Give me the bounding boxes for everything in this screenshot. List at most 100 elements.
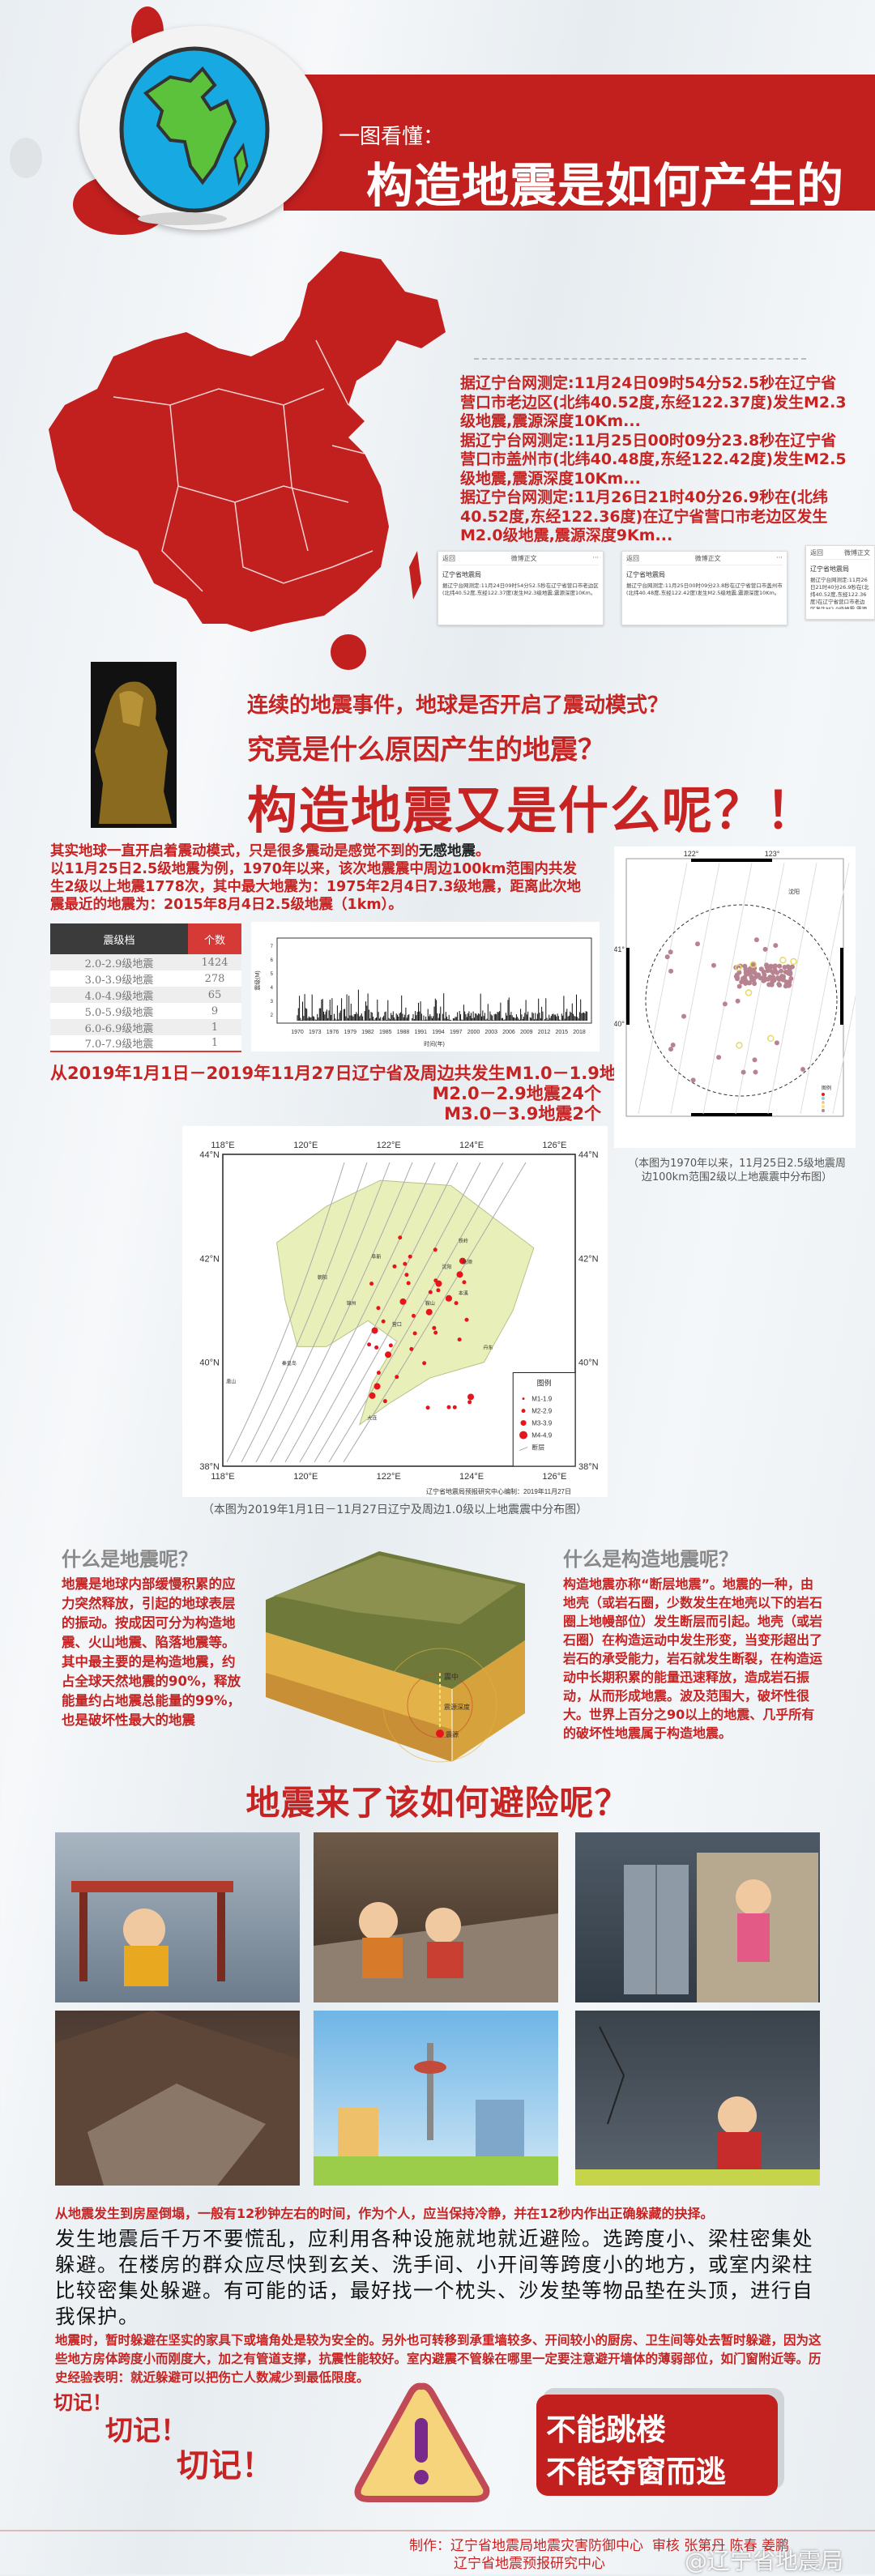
quake-dot — [412, 1313, 416, 1318]
quake-dot — [385, 1351, 392, 1358]
y-tick-label: 40°N — [578, 1358, 599, 1368]
legend-swatch — [519, 1447, 528, 1452]
y-tick-label: 38°N — [578, 1462, 599, 1472]
scale-bar — [840, 948, 843, 1025]
cartoon-crouch-wall — [575, 2011, 820, 2186]
count-cell: 65 — [188, 987, 241, 1003]
x-tick-label: 122° — [684, 850, 699, 858]
fault-line — [255, 1162, 391, 1463]
y-tick-label: 38°N — [199, 1462, 220, 1472]
city-label: 沈阳 — [788, 888, 800, 895]
weibo-card[interactable]: 返回 微博正文 ··· 辽宁省地震局 据辽宁台网测定:11月24日09时54分52.… — [438, 551, 604, 625]
more-icon[interactable]: ··· — [776, 554, 783, 561]
quake-dot — [735, 976, 741, 982]
x-tick-label: 1997 — [450, 1030, 463, 1035]
table-row: 6.0-6.9级地震 1 — [50, 1019, 241, 1035]
legend-label: M4-4.9 — [531, 1432, 552, 1439]
weibo-post: 据辽宁台网测定:11月26日21时40分26.9秒在(北纬40.52度,东经12… — [810, 577, 869, 609]
x-tick-label: 2009 — [520, 1030, 533, 1035]
quake-dot — [716, 1055, 722, 1060]
remember-1: 切记！ — [53, 2391, 112, 2414]
quake-dot — [783, 969, 788, 975]
quake-dot — [748, 970, 753, 976]
city-label: 秦皇岛 — [282, 1360, 297, 1367]
account-name[interactable]: 辽宁省地震局 — [626, 571, 665, 578]
focus-label: 震源 — [446, 1731, 459, 1738]
table-row: 5.0-5.9级地震 9 — [50, 1003, 241, 1019]
table-row: 3.0-3.9级地震 278 — [50, 970, 241, 987]
quake-dot — [784, 982, 790, 987]
quake-dot — [433, 1247, 438, 1252]
scale-bar — [691, 1113, 772, 1116]
account-name[interactable]: 辽宁省地震局 — [442, 571, 481, 578]
y-tick-label: 42°N — [199, 1254, 220, 1264]
footer-authors: 审核 张第丹 陈春 姜鹏 — [651, 2538, 790, 2554]
x-tick-label: 122°E — [377, 1141, 401, 1150]
legend-label: M1-1.9 — [531, 1396, 552, 1403]
quake-report: 据辽宁台网测定:11月24日09时54分52.5秒在辽宁省营口市老边区(北纬40… — [460, 374, 847, 430]
what-tectonic-body: 构造地震亦称“断层地震”。地震的一种，由地壳（或岩石圈，少数发生在地壳以下的岩石… — [563, 1576, 823, 1741]
quake-dot — [779, 956, 787, 964]
back-link[interactable]: 返回 — [626, 555, 639, 562]
x-tick-label: 2012 — [538, 1030, 551, 1035]
x-tick-label: 120°E — [293, 1472, 318, 1482]
legend-label: M2-2.9 — [531, 1408, 552, 1415]
table-row: 4.0-4.9级地震 65 — [50, 987, 241, 1003]
quake-dot — [369, 1392, 376, 1399]
col-header: 个数 — [188, 923, 241, 954]
quake-dot — [664, 954, 670, 960]
more-icon[interactable]: ··· — [592, 554, 599, 561]
stats-line: 从2019年1月1日－2019年11月27日辽宁省及周边共发生M1.0－1.9地… — [50, 1064, 686, 1083]
question-1: 连续的地震事件，地球是否开启了震动模式？ — [247, 693, 669, 718]
back-link[interactable]: 返回 — [442, 555, 455, 562]
quake-dot — [766, 1034, 775, 1043]
quake-dot — [395, 1375, 399, 1380]
quake-dot — [467, 1393, 475, 1401]
quake-dot — [694, 941, 700, 947]
city-label: 朝阳 — [318, 1274, 327, 1281]
y-tick-label: 3 — [271, 1000, 274, 1004]
globe-icon — [119, 46, 270, 213]
quake-dot — [740, 976, 745, 982]
x-tick-label: 1988 — [397, 1030, 410, 1035]
quake-dot — [408, 1254, 412, 1259]
magnitude-cell: 4.0-4.9级地震 — [50, 987, 188, 1003]
quake-dot — [459, 1257, 466, 1265]
quake-dot — [425, 1405, 430, 1410]
fault-line — [226, 1162, 345, 1463]
legend-box — [512, 1372, 576, 1467]
city-label: 本溪 — [459, 1290, 468, 1296]
quake-dot — [388, 1343, 393, 1348]
quake-dot — [745, 989, 753, 996]
table-row: 7.0-7.9级地震 1 — [50, 1035, 241, 1051]
fault-line — [284, 1162, 436, 1463]
fault-line — [270, 1162, 413, 1463]
legend-swatch — [520, 1420, 527, 1427]
y-tick-label: 6 — [271, 958, 274, 963]
quake-dot — [403, 1261, 408, 1266]
quake-dot — [367, 1342, 372, 1347]
count-cell: 9 — [188, 1003, 241, 1019]
stats-line: M3.0－3.9地震2个 — [444, 1104, 601, 1124]
quake-dot — [749, 976, 755, 982]
quake-dot — [765, 964, 770, 970]
tip-safe-spots: 地震时，暂时躲避在坚实的家具下或墙角处是较为安全的。另外也可转移到承重墙较多、开… — [55, 2333, 822, 2385]
quake-dot — [741, 1069, 746, 1075]
legend-title: 图例 — [822, 1085, 831, 1091]
scale-bar — [691, 859, 772, 862]
quake-dot — [800, 1067, 805, 1073]
quake-dot — [373, 1383, 381, 1390]
quake-dot — [777, 983, 783, 988]
intro-text: 以11月25日2.5级地震为例，1970年以来，该次地震震中周边100km范围内… — [50, 861, 581, 913]
quake-dot — [736, 983, 742, 989]
account-name[interactable]: 辽宁省地震局 — [810, 565, 849, 573]
quake-dot — [777, 963, 783, 969]
weibo-card[interactable]: 返回 微博正文 ··· 辽宁省地震局 据辽宁台网测定:11月25日00时09分23.… — [621, 551, 788, 625]
back-link[interactable]: 返回 — [810, 549, 823, 557]
quake-dot — [432, 1325, 437, 1330]
map-2019-caption: （本图为2019年1月1日－11月27日辽宁及周边1.0级以上地震震中分布图） — [202, 1503, 588, 1516]
city-label: 铁岭 — [459, 1238, 468, 1244]
weibo-card[interactable]: 返回 微博正文 辽宁省地震局 据辽宁台网测定:11月26日21时40分26.9秒在… — [805, 545, 875, 620]
x-tick-label: 124°E — [459, 1141, 484, 1150]
quake-dot — [736, 1042, 743, 1049]
